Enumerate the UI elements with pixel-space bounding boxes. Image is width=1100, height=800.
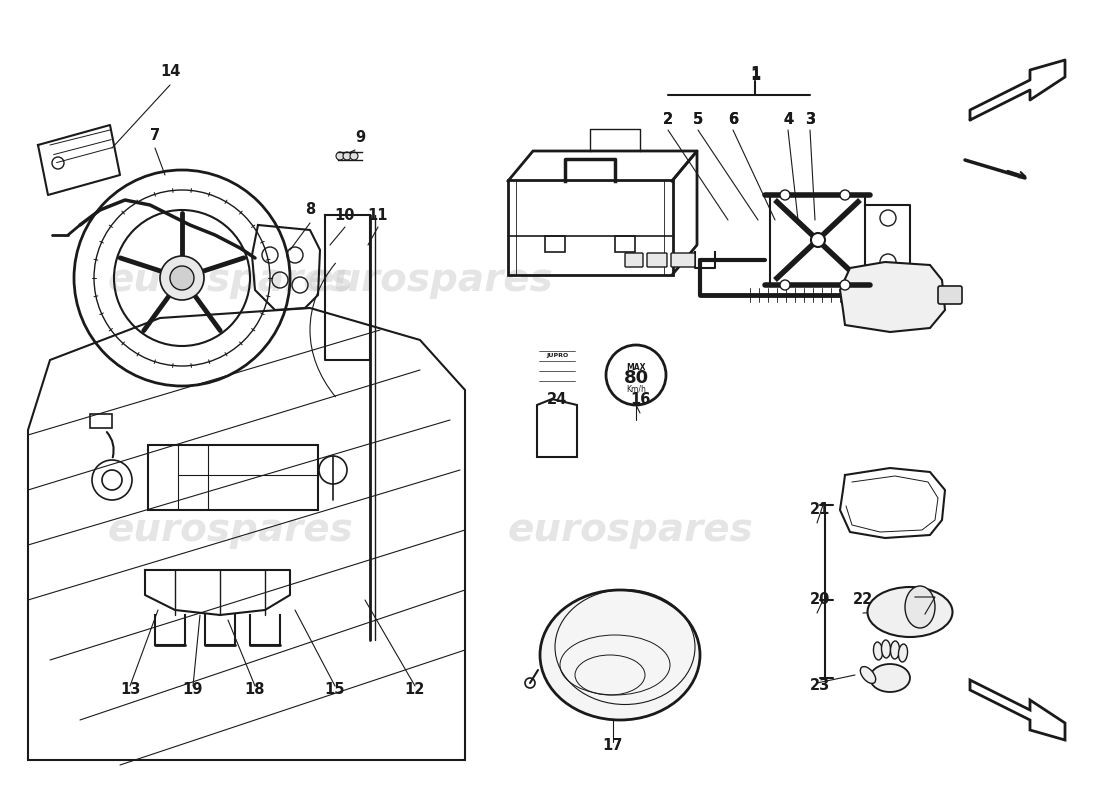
Ellipse shape — [881, 640, 891, 658]
FancyBboxPatch shape — [938, 286, 962, 304]
Ellipse shape — [860, 666, 876, 683]
Text: 3: 3 — [805, 113, 815, 127]
Text: 21: 21 — [810, 502, 830, 518]
Polygon shape — [537, 399, 578, 457]
Text: 1: 1 — [750, 66, 760, 81]
Text: 8: 8 — [305, 202, 315, 218]
Polygon shape — [840, 262, 945, 332]
Circle shape — [336, 152, 344, 160]
Ellipse shape — [899, 644, 907, 662]
Ellipse shape — [868, 587, 953, 637]
Text: 3: 3 — [805, 113, 815, 127]
Text: 20: 20 — [810, 593, 830, 607]
Text: 80: 80 — [624, 369, 649, 387]
Text: MAX: MAX — [626, 362, 646, 371]
Ellipse shape — [540, 590, 700, 720]
Text: 5: 5 — [693, 113, 703, 127]
FancyBboxPatch shape — [671, 253, 695, 267]
Text: 10: 10 — [334, 207, 355, 222]
Text: 12: 12 — [405, 682, 426, 698]
Circle shape — [343, 152, 351, 160]
Text: 16: 16 — [630, 393, 650, 407]
Text: 4: 4 — [783, 113, 793, 127]
Circle shape — [350, 152, 358, 160]
Circle shape — [606, 345, 666, 405]
Text: 23: 23 — [810, 678, 830, 693]
Text: 2: 2 — [663, 113, 673, 127]
Text: 5: 5 — [693, 113, 703, 127]
FancyBboxPatch shape — [625, 253, 644, 267]
Text: 2: 2 — [663, 113, 673, 127]
Text: JUPRO: JUPRO — [546, 353, 568, 358]
Text: eurospares: eurospares — [307, 261, 553, 299]
Text: 22: 22 — [852, 593, 873, 607]
Text: 24: 24 — [547, 393, 568, 407]
Text: 7: 7 — [150, 127, 161, 142]
Text: 1: 1 — [750, 67, 760, 82]
Ellipse shape — [870, 664, 910, 692]
Text: 11: 11 — [367, 207, 388, 222]
Ellipse shape — [891, 641, 900, 659]
Text: 4: 4 — [783, 113, 793, 127]
Ellipse shape — [905, 586, 935, 628]
Polygon shape — [970, 680, 1065, 740]
Text: eurospares: eurospares — [507, 511, 752, 549]
Text: 18: 18 — [244, 682, 265, 698]
Circle shape — [780, 190, 790, 200]
Ellipse shape — [873, 642, 882, 660]
Text: 15: 15 — [324, 682, 345, 698]
Text: 9: 9 — [355, 130, 365, 146]
Text: Km/h: Km/h — [626, 385, 646, 394]
Text: eurospares: eurospares — [107, 511, 353, 549]
Text: 19: 19 — [183, 682, 204, 698]
Text: 17: 17 — [603, 738, 624, 753]
Circle shape — [811, 233, 825, 247]
Text: 6: 6 — [728, 113, 738, 127]
Circle shape — [170, 266, 194, 290]
Circle shape — [160, 256, 204, 300]
Text: eurospares: eurospares — [107, 261, 353, 299]
Circle shape — [840, 280, 850, 290]
Circle shape — [840, 190, 850, 200]
Text: 6: 6 — [728, 113, 738, 127]
Text: 13: 13 — [120, 682, 140, 698]
Circle shape — [780, 280, 790, 290]
FancyBboxPatch shape — [647, 253, 667, 267]
Text: 14: 14 — [160, 65, 180, 79]
